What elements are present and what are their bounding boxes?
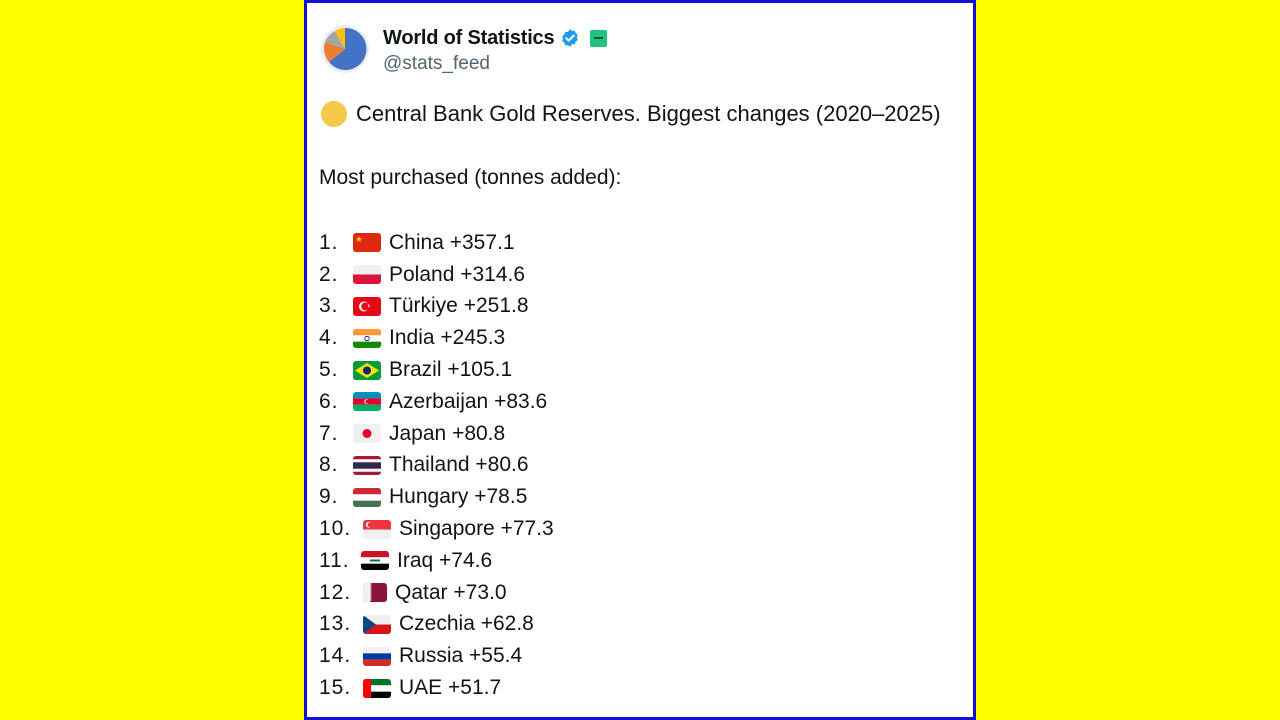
country-name: UAE <box>399 676 443 700</box>
author-display-name[interactable]: World of Statistics <box>383 26 555 49</box>
list-item: 13. Czechia +62.8 <box>319 609 554 641</box>
list-item: 6. Azerbaijan +83.6 <box>319 386 554 418</box>
tonnes-value: +251.8 <box>463 294 529 318</box>
tonnes-value: +245.3 <box>440 326 506 350</box>
tonnes-value: +80.8 <box>452 421 506 445</box>
azerbaijan-flag-icon <box>353 392 381 412</box>
name-row: World of Statistics <box>383 25 608 51</box>
list-item: 5. Brazil +105.1 <box>319 354 554 386</box>
author-block: World of Statistics @stats_feed <box>383 25 608 75</box>
singapore-flag-icon <box>363 519 391 539</box>
poland-flag-icon <box>353 265 381 285</box>
country-name: Iraq <box>397 548 434 572</box>
qatar-flag-icon <box>363 583 387 603</box>
list-item: 2. Poland +314.6 <box>319 259 554 291</box>
list-item: 9. Hungary +78.5 <box>319 481 554 513</box>
rank: 8. <box>319 453 339 477</box>
list-item: 7. Japan +80.8 <box>319 418 554 450</box>
rank: 7. <box>319 421 339 445</box>
gold-circle-icon <box>321 101 347 127</box>
brazil-flag-icon <box>353 360 381 380</box>
japan-flag-icon <box>353 424 381 444</box>
russia-flag-icon <box>363 646 391 666</box>
avatar[interactable] <box>321 25 369 73</box>
rank: 12. <box>319 580 352 604</box>
list-item: 3. Türkiye +251.8 <box>319 291 554 323</box>
rank: 14. <box>319 644 352 668</box>
china-flag-icon <box>353 233 381 253</box>
country-name: Japan <box>389 421 447 445</box>
tonnes-value: +55.4 <box>469 644 523 668</box>
country-name: Thailand <box>389 453 470 477</box>
tonnes-value: +51.7 <box>448 676 502 700</box>
country-name: Hungary <box>389 485 469 509</box>
rank: 4. <box>319 326 339 350</box>
author-handle[interactable]: @stats_feed <box>383 53 490 74</box>
iraq-flag-icon <box>361 551 389 571</box>
country-name: Czechia <box>399 612 475 636</box>
turkiye-flag-icon <box>353 296 381 316</box>
rank: 11. <box>319 548 350 572</box>
verified-badge-icon[interactable] <box>560 28 580 48</box>
list-item: 14. Russia +55.4 <box>319 640 554 672</box>
post-card: World of Statistics @stats_feed Central … <box>304 0 976 720</box>
country-name: Brazil <box>389 358 442 382</box>
rank: 9. <box>319 485 339 509</box>
list-item: 12. Qatar +73.0 <box>319 577 554 609</box>
affiliate-badge-icon[interactable] <box>590 29 608 47</box>
rank: 3. <box>319 294 339 318</box>
country-name: Türkiye <box>389 294 458 318</box>
list-item: 4. India +245.3 <box>319 322 554 354</box>
subheading: Most purchased (tonnes added): <box>319 166 622 189</box>
rank: 2. <box>319 262 339 286</box>
tonnes-value: +314.6 <box>460 262 526 286</box>
hungary-flag-icon <box>353 487 381 507</box>
list-item: 15. UAE +51.7 <box>319 672 554 704</box>
tonnes-value: +77.3 <box>500 517 554 541</box>
country-name: China <box>389 230 444 254</box>
country-name: Russia <box>399 644 464 668</box>
rank: 15. <box>319 676 352 700</box>
tonnes-value: +83.6 <box>494 389 548 413</box>
india-flag-icon <box>353 328 381 348</box>
country-name: Singapore <box>399 517 495 541</box>
post-header: World of Statistics @stats_feed <box>321 25 608 75</box>
tonnes-value: +74.6 <box>439 548 493 572</box>
tonnes-value: +62.8 <box>480 612 534 636</box>
list-item: 8. Thailand +80.6 <box>319 450 554 482</box>
tonnes-value: +73.0 <box>453 580 507 604</box>
rank: 13. <box>319 612 352 636</box>
tonnes-value: +80.6 <box>475 453 529 477</box>
list-item: 1. China +357.1 <box>319 227 554 259</box>
headline-text: Central Bank Gold Reserves. Biggest chan… <box>356 101 941 126</box>
tonnes-value: +357.1 <box>449 230 515 254</box>
rank: 10. <box>319 517 352 541</box>
ranking-list: 1. China +357.1 2. Poland +314.6 3. Türk… <box>319 227 554 704</box>
country-name: Poland <box>389 262 455 286</box>
country-name: Azerbaijan <box>389 389 489 413</box>
country-name: Qatar <box>395 580 448 604</box>
list-item: 10. Singapore +77.3 <box>319 513 554 545</box>
czechia-flag-icon <box>363 614 391 634</box>
post-headline: Central Bank Gold Reserves. Biggest chan… <box>321 101 941 127</box>
list-item: 11. Iraq +74.6 <box>319 545 554 577</box>
country-name: India <box>389 326 435 350</box>
tonnes-value: +105.1 <box>447 358 513 382</box>
uae-flag-icon <box>363 678 391 698</box>
tonnes-value: +78.5 <box>474 485 528 509</box>
rank: 6. <box>319 389 339 413</box>
thailand-flag-icon <box>353 455 381 475</box>
rank: 1. <box>319 230 339 254</box>
rank: 5. <box>319 358 339 382</box>
